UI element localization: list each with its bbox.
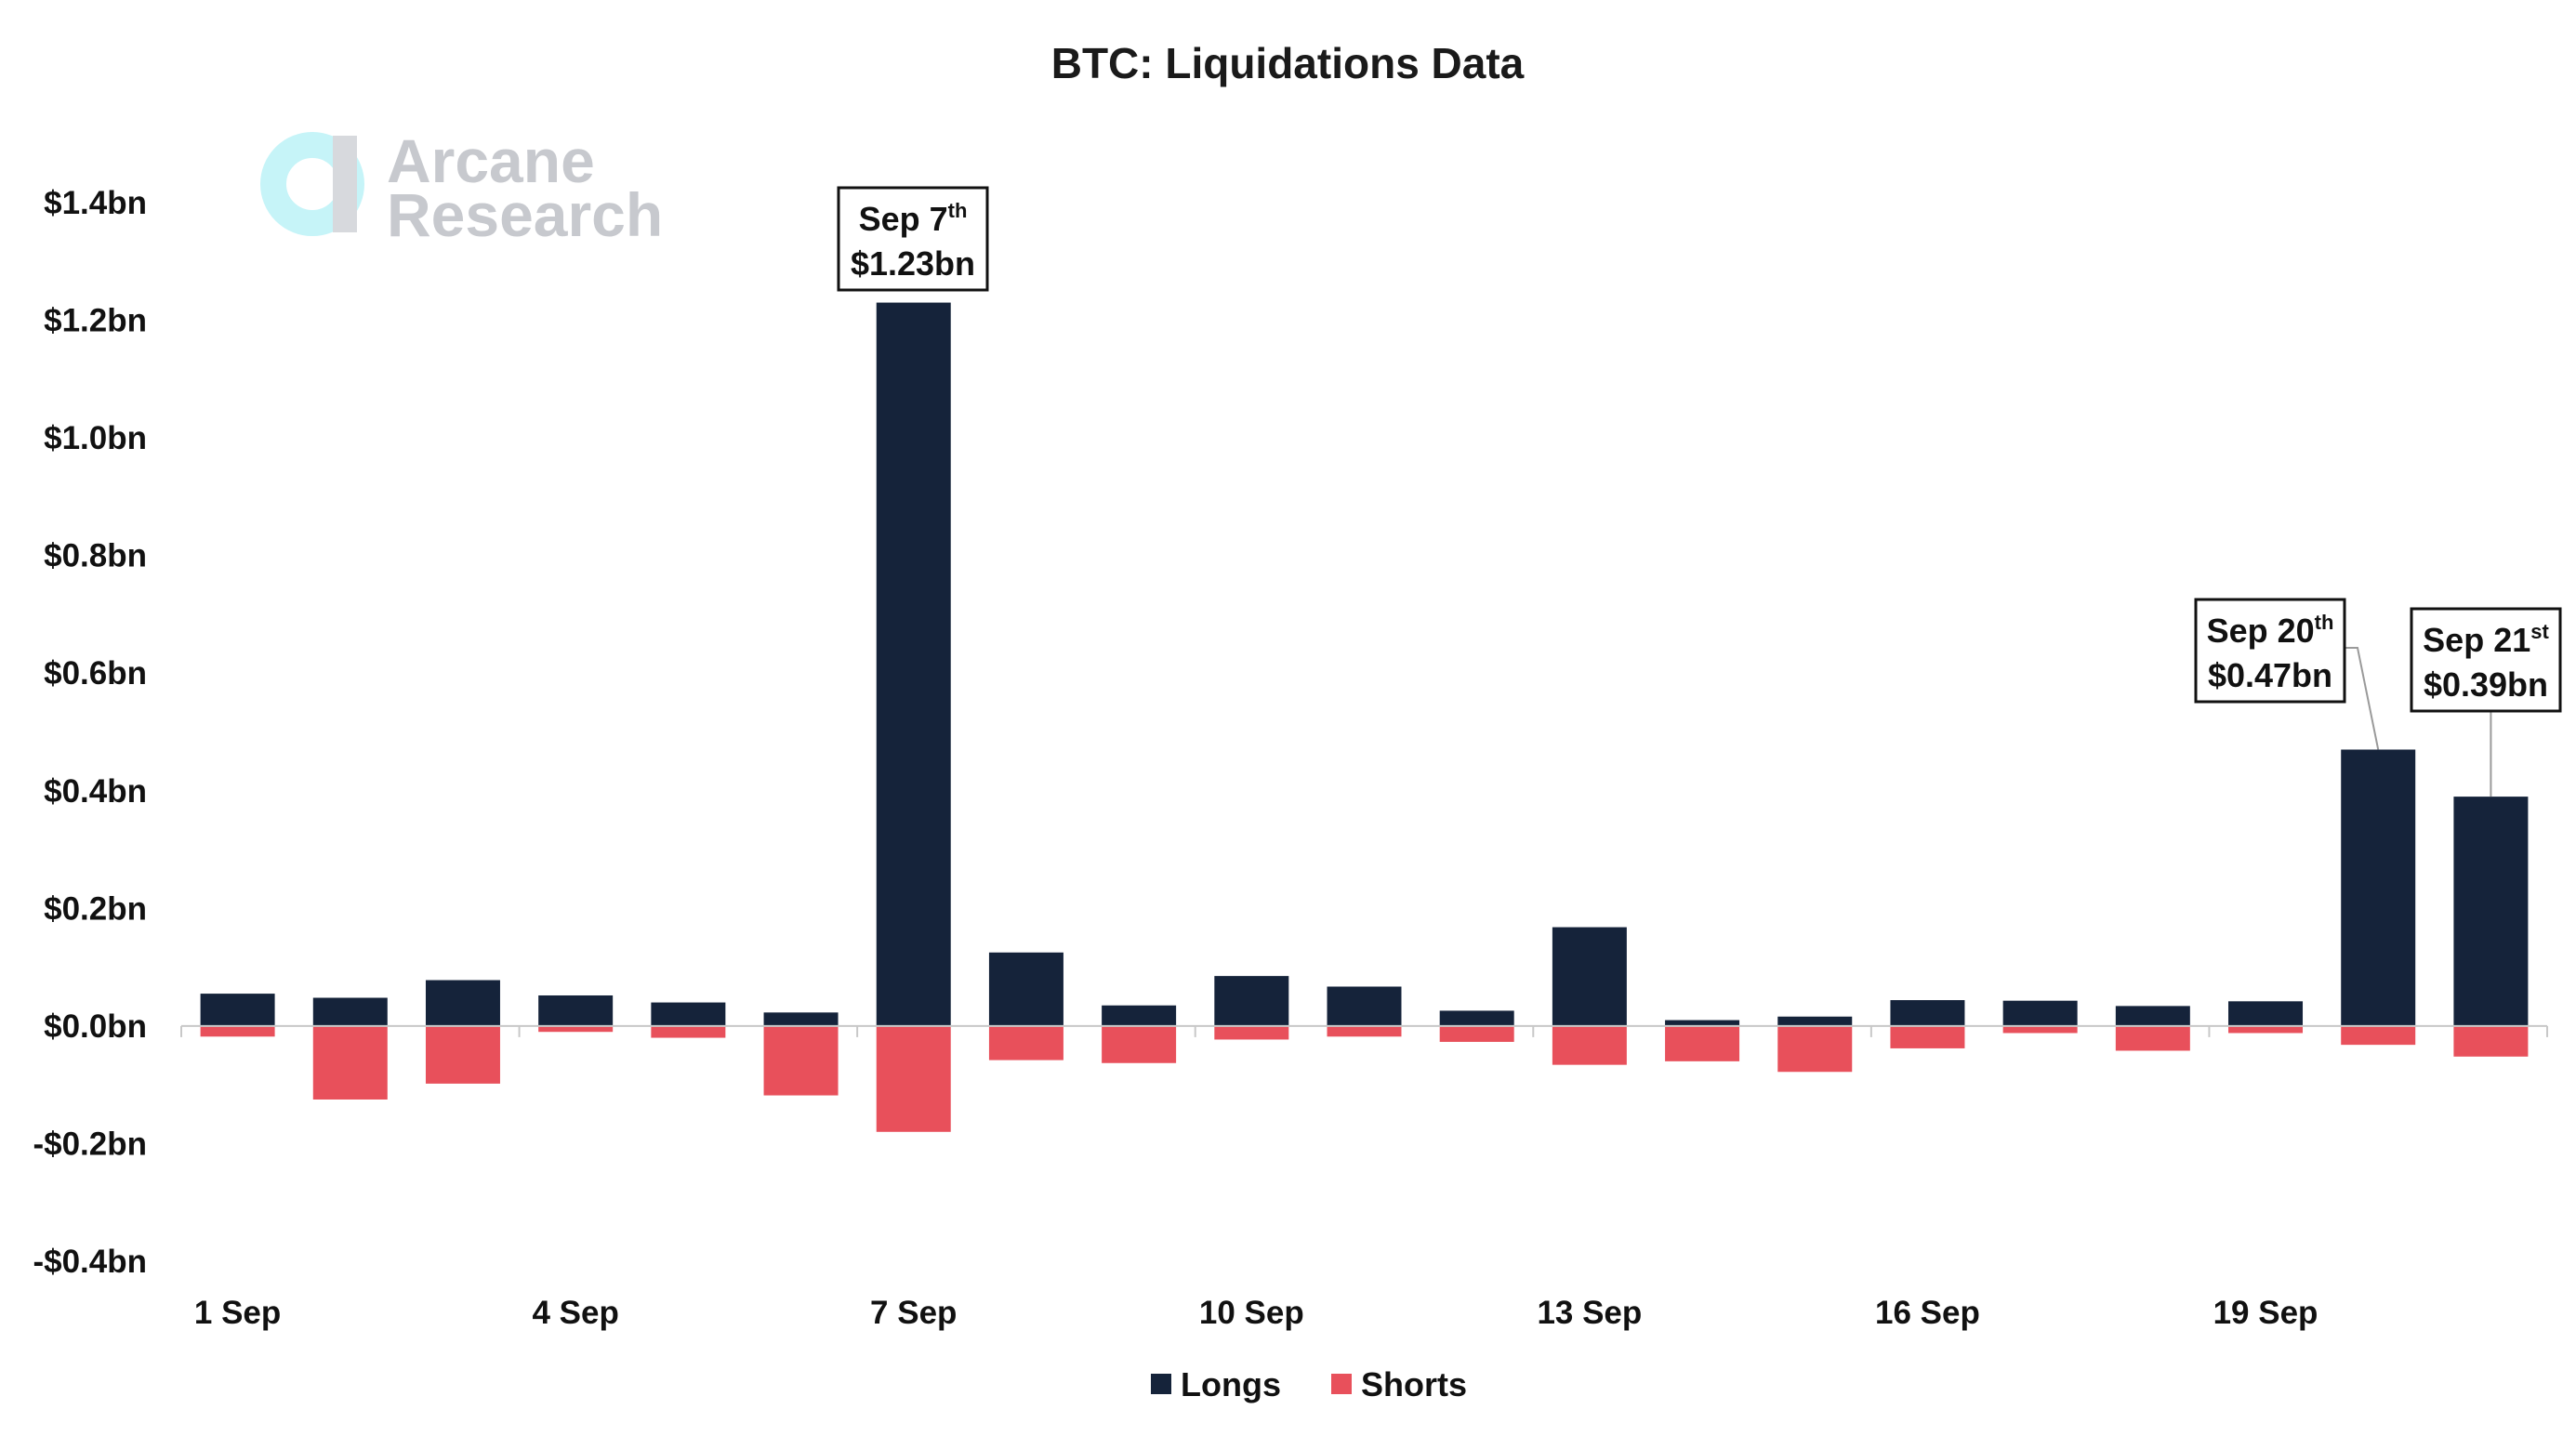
- longs-bar: [1890, 1000, 1965, 1026]
- longs-bar: [876, 302, 951, 1026]
- shorts-bar: [2228, 1025, 2304, 1034]
- x-tick-label: 19 Sep: [2213, 1295, 2318, 1331]
- shorts-bar: [200, 1025, 275, 1037]
- annotation-value: $1.23bn: [851, 244, 975, 283]
- legend-item: Longs: [1151, 1365, 1281, 1403]
- logo-line-1: Arcane: [387, 126, 595, 195]
- shorts-bar: [2453, 1025, 2529, 1057]
- y-tick-label: -$0.4bn: [33, 1244, 147, 1280]
- longs-bar: [1327, 986, 1402, 1026]
- zero-baseline: [180, 1024, 2548, 1037]
- x-tick-label: 1 Sep: [194, 1295, 281, 1331]
- longs-bar: [2453, 797, 2529, 1026]
- annotation-box: [2410, 607, 2562, 713]
- shorts-bar: [2115, 1025, 2190, 1051]
- x-tick-label: 4 Sep: [532, 1295, 618, 1331]
- shorts-bar: [1327, 1025, 1402, 1037]
- shorts-bar: [1777, 1025, 1853, 1073]
- annotation-value: $0.47bn: [2208, 656, 2332, 694]
- legend-item: Shorts: [1331, 1365, 1467, 1403]
- longs-bar: [425, 980, 500, 1026]
- longs-bar: [200, 994, 275, 1026]
- x-tick-label: 10 Sep: [1199, 1295, 1304, 1331]
- y-tick-label: $1.0bn: [44, 420, 147, 456]
- longs-bar: [1102, 1005, 1177, 1026]
- y-tick-label: $0.8bn: [44, 538, 147, 574]
- shorts-bar: [651, 1025, 726, 1038]
- longs-bar: [1552, 927, 1627, 1026]
- logo-ring-icon: [260, 132, 364, 236]
- shorts-bar: [988, 1025, 1063, 1060]
- x-tick-label: 13 Sep: [1537, 1295, 1642, 1331]
- longs-bar: [763, 1012, 839, 1026]
- annotation-date: Sep 7th: [859, 199, 968, 238]
- shorts-bar: [538, 1025, 614, 1033]
- annotation-callout: Sep 21st $0.39bn: [2410, 607, 2562, 797]
- legend: Longs Shorts: [1151, 1365, 1467, 1403]
- y-tick-label: $0.2bn: [44, 890, 147, 927]
- legend-label: Longs: [1181, 1365, 1281, 1403]
- annotation-date: Sep 21st: [2423, 620, 2549, 659]
- shorts-bar: [763, 1025, 839, 1096]
- annotation-box: [837, 186, 989, 292]
- longs-bar: [2341, 749, 2416, 1026]
- shorts-bar: [2341, 1025, 2416, 1046]
- y-axis: $1.4bn $1.2bn $1.0bn $0.8bn $0.6bn $0.4bn $0.2…: [33, 185, 147, 1280]
- x-tick-label: 7 Sep: [870, 1295, 957, 1331]
- shorts-bar: [2002, 1025, 2078, 1034]
- longs-bar: [1214, 976, 1289, 1026]
- y-tick-label: $0.0bn: [44, 1008, 147, 1045]
- shorts-bar: [1439, 1025, 1514, 1042]
- longs-bar: [1439, 1010, 1514, 1026]
- shorts-bar: [1552, 1025, 1627, 1065]
- arcane-research-logo: Arcane Research: [260, 126, 663, 249]
- legend-swatch: [1331, 1374, 1352, 1394]
- shorts-bars: [200, 1025, 2529, 1132]
- shorts-bar: [1890, 1025, 1965, 1048]
- shorts-bar: [312, 1025, 388, 1100]
- longs-bar: [1665, 1020, 1740, 1026]
- longs-bar: [1777, 1016, 1853, 1026]
- x-tick-label: 16 Sep: [1875, 1295, 1980, 1331]
- logo-line-2: Research: [387, 180, 663, 249]
- shorts-bar: [876, 1025, 951, 1132]
- longs-bar: [2228, 1001, 2304, 1026]
- y-tick-label: $0.4bn: [44, 773, 147, 810]
- annotation-value: $0.39bn: [2424, 665, 2548, 704]
- y-tick-label: $1.2bn: [44, 303, 147, 339]
- longs-bar: [651, 1002, 726, 1026]
- longs-bar: [312, 997, 388, 1026]
- shorts-bar: [425, 1025, 500, 1084]
- longs-bars: [200, 302, 2529, 1026]
- annotation-callout: Sep 7th $1.23bn: [837, 186, 989, 292]
- y-tick-label: $0.6bn: [44, 655, 147, 692]
- shorts-bar: [1102, 1025, 1177, 1063]
- longs-bar: [2115, 1006, 2190, 1026]
- annotation-box: [2194, 598, 2346, 704]
- annotation-leader: [2345, 647, 2380, 750]
- longs-bar: [2002, 1000, 2078, 1026]
- legend-label: Shorts: [1361, 1365, 1467, 1403]
- annotation-callout: Sep 20th $0.47bn: [2194, 598, 2380, 750]
- y-tick-label: $1.4bn: [44, 185, 147, 221]
- longs-bar: [538, 995, 614, 1026]
- chart-title: BTC: Liquidations Data: [1051, 39, 1525, 87]
- y-tick-label: -$0.2bn: [33, 1126, 147, 1162]
- longs-bar: [988, 952, 1063, 1026]
- shorts-bar: [1214, 1025, 1289, 1040]
- legend-swatch: [1151, 1374, 1171, 1394]
- annotations: Sep 7th $1.23bn Sep 20th $0.47bn Sep 21st $0.…: [837, 186, 2562, 797]
- shorts-bar: [1665, 1025, 1740, 1061]
- annotation-date: Sep 20th: [2207, 611, 2334, 650]
- x-axis: 1 Sep 4 Sep 7 Sep 10 Sep 13 Sep 16 Sep 19 Sep: [194, 1295, 2318, 1331]
